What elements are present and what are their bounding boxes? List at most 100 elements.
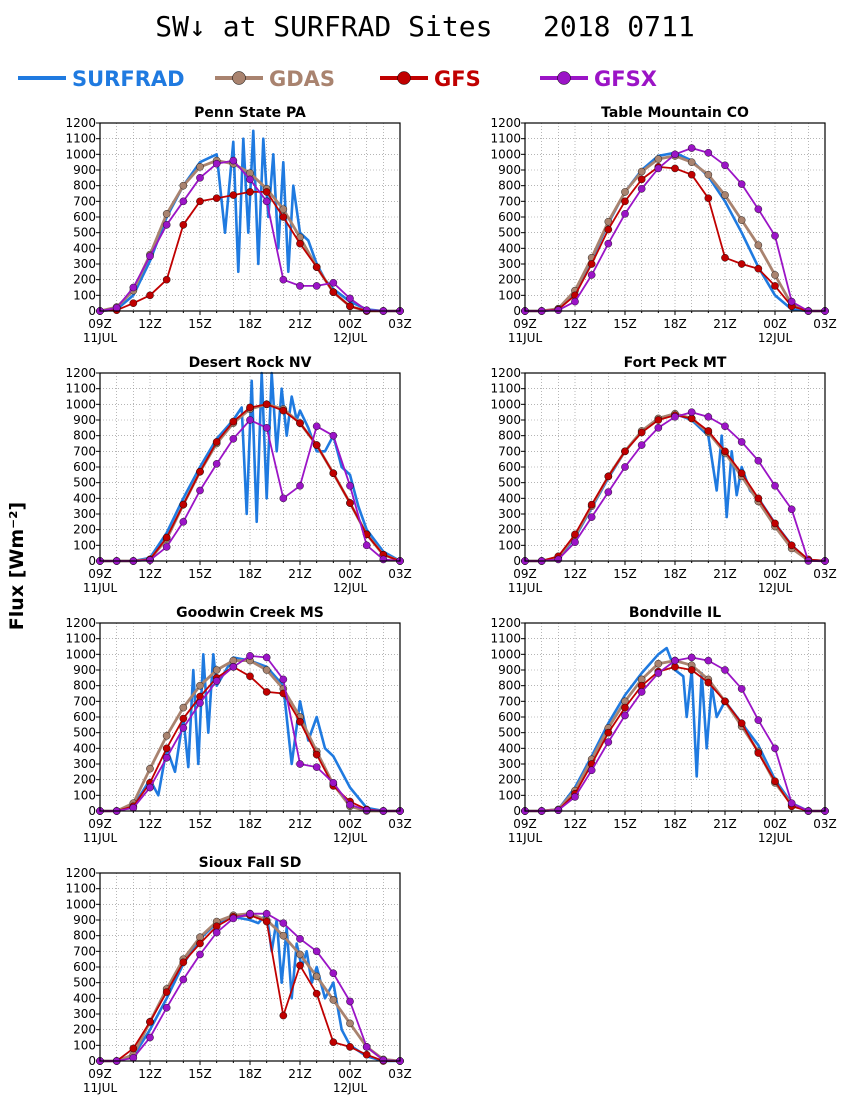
x-tick-label: 00Z bbox=[763, 567, 787, 581]
y-tick-label: 1200 bbox=[490, 116, 521, 130]
x-tick-label: 09Z bbox=[513, 817, 537, 831]
data-point-gfsx bbox=[246, 175, 254, 184]
data-point-gfsx bbox=[587, 271, 596, 279]
x-tick-label: 15Z bbox=[188, 317, 212, 331]
data-point-gfs bbox=[246, 672, 254, 681]
y-tick-label: 700 bbox=[73, 944, 96, 958]
data-point-gdas bbox=[637, 167, 646, 176]
data-point-gfs bbox=[246, 403, 254, 412]
y-tick-label: 200 bbox=[73, 1023, 96, 1037]
data-point-gfsx bbox=[554, 555, 563, 564]
data-point-gfsx bbox=[262, 909, 271, 918]
series-line-gfs bbox=[525, 165, 825, 312]
data-point-gfsx bbox=[179, 975, 188, 984]
panel-title: Penn State PA bbox=[194, 105, 306, 121]
y-tick-label: 100 bbox=[73, 538, 96, 552]
data-point-gfs bbox=[179, 958, 188, 967]
x-date-label: 12JUL bbox=[758, 831, 793, 845]
y-tick-label: 700 bbox=[73, 194, 96, 208]
legend-marker bbox=[397, 71, 411, 85]
data-point-gfsx bbox=[621, 210, 629, 218]
y-tick-label: 500 bbox=[73, 976, 96, 990]
data-point-gfsx bbox=[754, 205, 763, 213]
data-point-gfsx bbox=[196, 174, 204, 182]
x-tick-label: 12Z bbox=[138, 817, 162, 831]
y-tick-label: 300 bbox=[73, 1007, 96, 1021]
x-tick-label: 09Z bbox=[88, 567, 112, 581]
data-point-gfsx bbox=[362, 806, 371, 815]
x-tick-label: 21Z bbox=[288, 1067, 312, 1081]
data-point-gfs bbox=[771, 777, 779, 786]
series-line-surfrad bbox=[99, 129, 400, 313]
panel-title: Fort Peck MT bbox=[624, 355, 727, 371]
x-date-label: 11JUL bbox=[508, 331, 543, 345]
y-tick-label: 1000 bbox=[65, 147, 96, 161]
data-point-gfs bbox=[296, 419, 304, 427]
data-point-gdas bbox=[312, 972, 321, 981]
data-point-gfsx bbox=[296, 760, 304, 768]
data-point-gfs bbox=[737, 719, 746, 728]
data-point-gfsx bbox=[329, 431, 338, 440]
plot-frame bbox=[99, 372, 401, 562]
legend: SURFRAD GDAS GFS GFSX bbox=[18, 67, 657, 91]
data-point-gfsx bbox=[312, 947, 321, 956]
data-point-gfsx bbox=[379, 1056, 388, 1065]
data-point-gdas bbox=[196, 163, 204, 171]
x-tick-label: 12Z bbox=[138, 317, 162, 331]
y-tick-label: 300 bbox=[498, 757, 521, 771]
data-point-gfsx bbox=[637, 688, 646, 696]
y-tick-label: 800 bbox=[73, 179, 96, 193]
data-point-gfsx bbox=[721, 422, 729, 431]
data-point-gfs bbox=[687, 170, 696, 179]
y-tick-label: 100 bbox=[73, 788, 96, 802]
data-point-gfsx bbox=[687, 408, 696, 416]
y-tick-label: 0 bbox=[88, 554, 96, 568]
data-point-gfsx bbox=[179, 518, 188, 526]
data-point-gfs bbox=[754, 494, 763, 503]
y-tick-label: 700 bbox=[498, 194, 521, 208]
data-point-gfsx bbox=[196, 699, 204, 707]
data-point-gdas bbox=[654, 659, 663, 668]
data-point-gfs bbox=[621, 447, 629, 456]
y-tick-label: 400 bbox=[498, 741, 521, 755]
y-tick-label: 800 bbox=[73, 429, 96, 443]
data-point-gfs bbox=[129, 299, 138, 307]
y-tick-label: 200 bbox=[73, 773, 96, 787]
data-point-gfs bbox=[179, 500, 188, 509]
data-point-gfs bbox=[604, 225, 613, 234]
data-point-gfs bbox=[637, 175, 646, 184]
data-point-gdas bbox=[687, 158, 696, 166]
y-tick-label: 1100 bbox=[65, 132, 96, 146]
data-point-gfs bbox=[296, 239, 304, 248]
x-tick-label: 18Z bbox=[663, 317, 687, 331]
data-point-gfs bbox=[654, 416, 663, 424]
data-point-gfs bbox=[312, 263, 321, 271]
y-tick-label: 0 bbox=[88, 1054, 96, 1068]
y-tick-label: 700 bbox=[498, 444, 521, 458]
x-tick-label: 21Z bbox=[713, 817, 737, 831]
y-tick-label: 900 bbox=[498, 413, 521, 427]
y-tick-label: 400 bbox=[73, 991, 96, 1005]
data-point-gfsx bbox=[771, 231, 779, 240]
y-tick-label: 100 bbox=[498, 288, 521, 302]
x-date-label: 12JUL bbox=[333, 831, 368, 845]
y-tick-label: 900 bbox=[73, 663, 96, 677]
y-tick-label: 400 bbox=[73, 491, 96, 505]
x-tick-label: 18Z bbox=[663, 567, 687, 581]
x-tick-label: 15Z bbox=[613, 817, 637, 831]
legend-item-gfsx: GFSX bbox=[540, 67, 657, 91]
data-point-gfs bbox=[362, 1050, 371, 1059]
panel-title: Sioux Fall SD bbox=[199, 855, 302, 871]
data-point-gfs bbox=[329, 469, 338, 478]
y-tick-label: 1200 bbox=[65, 866, 96, 880]
y-tick-label: 200 bbox=[73, 273, 96, 287]
data-point-gfs bbox=[229, 191, 238, 199]
y-tick-label: 1000 bbox=[490, 647, 521, 661]
x-tick-label: 12Z bbox=[138, 567, 162, 581]
x-tick-label: 18Z bbox=[238, 317, 262, 331]
legend-item-gfs: GFS bbox=[380, 67, 481, 91]
